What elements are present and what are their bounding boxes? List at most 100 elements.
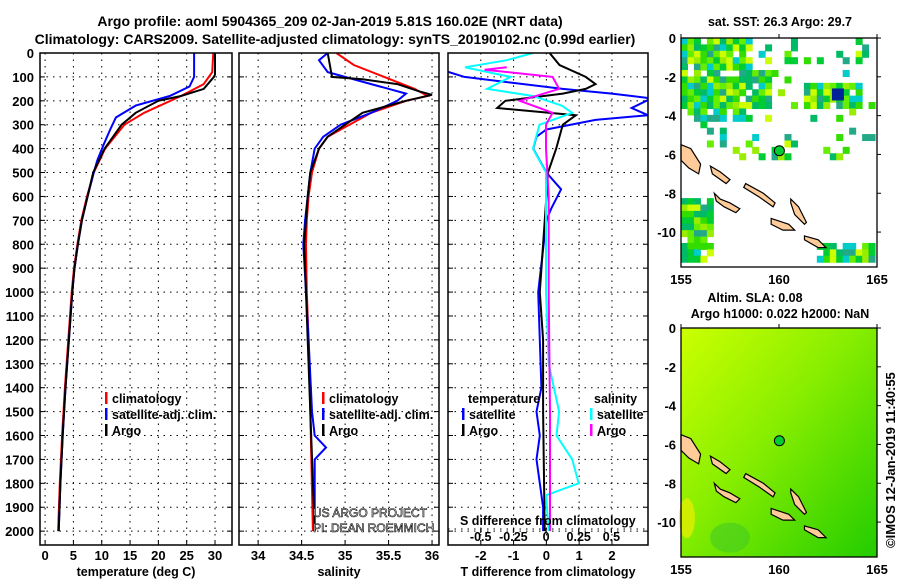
sst-pixel: [706, 204, 714, 212]
sst-pixel: [681, 230, 688, 238]
series-line-salinity-argo: [484, 66, 561, 532]
lat-tick-label: -6: [664, 147, 676, 162]
sst-pixel: [693, 204, 701, 212]
sst-pixel: [823, 146, 831, 154]
sst-pixel: [700, 217, 708, 225]
sst-pixel: [790, 102, 798, 110]
x-axis-label: temperature (deg C): [77, 565, 196, 579]
lat-tick-label: 0: [669, 31, 676, 46]
x-tick-label: 0: [41, 548, 48, 563]
sst-pixel: [739, 114, 747, 122]
sst-pixel: [693, 57, 701, 65]
argo-location-marker: [773, 435, 785, 447]
x-tick-label: 5: [70, 548, 77, 563]
s-axis-label: S difference from climatology: [460, 514, 636, 528]
y-tick-label: 300: [12, 118, 34, 133]
sst-pixel: [732, 108, 740, 116]
y-tick-label: 1500: [5, 405, 34, 420]
legend-swatch: [590, 424, 593, 436]
sst-pixel: [765, 82, 773, 90]
sst-pixel: [693, 210, 701, 218]
sst-pixel: [700, 121, 708, 129]
sst-pixel: [803, 89, 811, 97]
argo-location-marker: [773, 145, 785, 157]
sst-pixel: [700, 204, 708, 212]
island-shape: [742, 182, 776, 208]
y-tick-label: 1300: [5, 357, 34, 372]
sst-pixel: [726, 102, 734, 110]
sst-pixel: [681, 204, 688, 212]
sst-pixel: [739, 63, 747, 71]
sst-pixel: [719, 140, 727, 148]
map-title: sat. SST: 26.3 Argo: 29.7: [708, 15, 852, 29]
legend-label: satellite-adj. clim.: [329, 408, 433, 422]
island-shape: [713, 481, 741, 504]
sst-pixel: [693, 76, 701, 84]
sst-pixel: [713, 57, 721, 65]
sst-pixel: [700, 230, 708, 238]
sst-pixel: [868, 255, 876, 263]
sst-pixel: [842, 242, 850, 250]
sst-pixel: [816, 95, 824, 103]
panel-salinity: 34 34.5 35 35.5 36 salinity climatology satelli…: [238, 52, 440, 579]
island-shape: [770, 217, 797, 231]
legend-label: satellite-adj. clim.: [112, 408, 216, 422]
sst-pixel: [862, 134, 870, 142]
sst-pixel: [719, 63, 727, 71]
legend-label: climatology: [329, 392, 399, 406]
sst-pixel: [687, 198, 695, 206]
sst-pixel: [739, 50, 747, 58]
sst-pixel: [719, 134, 727, 142]
sst-pixel: [687, 57, 695, 65]
sst-pixel: [765, 114, 773, 122]
sst-pixel: [693, 242, 701, 250]
y-tick-label: 2000: [5, 524, 34, 539]
sst-pixel: [706, 230, 714, 238]
sst-pixel: [842, 89, 850, 97]
sst-pixel: [765, 95, 773, 103]
sst-pixel: [681, 57, 688, 65]
sst-pixel: [771, 70, 779, 78]
imos-watermark: ©IMOS 12-Jan-2019 11:40:55: [883, 372, 898, 548]
sst-pixel: [771, 153, 779, 161]
sst-pixel: [842, 95, 850, 103]
sst-pixel: [706, 63, 714, 71]
sst-pixel: [784, 50, 792, 58]
island-shape: [680, 143, 702, 175]
sst-pixel: [862, 255, 870, 263]
sst-pixel: [745, 114, 753, 122]
legend-label: Argo: [469, 424, 499, 438]
sst-pixel: [758, 89, 766, 97]
x-tick-label: 34: [251, 548, 266, 563]
panel-difference: -2 -1 0 1 2 T difference from climatology temp…: [447, 52, 649, 579]
sst-pixel: [687, 82, 695, 90]
sst-pixel: [784, 153, 792, 161]
y-tick-label: 0: [27, 46, 34, 61]
y-tick-label: 1100: [6, 309, 34, 324]
x-tick-label: 35.5: [376, 548, 401, 563]
sst-pixel: [706, 242, 714, 250]
sst-pixel: [739, 44, 747, 52]
sst-pixel: [810, 102, 818, 110]
sst-pixel: [726, 63, 734, 71]
sst-pixel: [706, 198, 714, 206]
sst-pixel: [687, 50, 695, 58]
sst-pixel: [739, 82, 747, 90]
sst-pixel: [739, 153, 747, 161]
legend-swatch: [462, 424, 465, 436]
sst-pixel: [836, 102, 844, 110]
sst-pixel: [706, 57, 714, 65]
s-tick-label: 0.5: [603, 530, 620, 544]
sst-pixel: [823, 242, 831, 250]
sst-pixel: [681, 76, 688, 84]
sst-pixel: [732, 44, 740, 52]
sst-pixel: [681, 198, 688, 206]
sst-pixel: [765, 76, 773, 84]
sst-pixel: [681, 255, 688, 263]
island-shape: [770, 507, 797, 521]
sst-pixel: [706, 50, 714, 58]
sst-pixel: [745, 95, 753, 103]
y-tick-label: 1700: [5, 452, 34, 467]
sst-pixel: [836, 255, 844, 263]
sst-pixel: [803, 82, 811, 90]
